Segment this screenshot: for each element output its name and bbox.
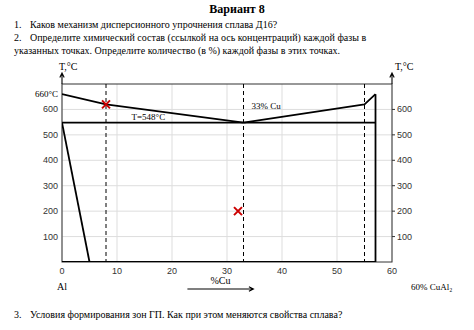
x-tick-label: 60 xyxy=(387,266,397,276)
annotation: 33% Cu xyxy=(252,101,282,111)
y-tick-label: 600 xyxy=(43,104,58,114)
grid-line xyxy=(172,84,173,262)
point-marker xyxy=(102,100,110,108)
x-axis-label: %Cu xyxy=(210,275,230,286)
point-marker xyxy=(234,207,242,215)
plot-area xyxy=(62,84,376,262)
y-axis-label: T,°C xyxy=(59,61,78,72)
y-tick-label: 300 xyxy=(43,181,58,191)
y2-tick-label: 400 xyxy=(397,155,412,165)
y-tick-label: 400 xyxy=(43,155,58,165)
phase-line xyxy=(244,94,376,122)
phase-line xyxy=(62,122,376,124)
y2-tick-label: 100 xyxy=(397,232,412,242)
x-tick-label: 0 xyxy=(59,266,64,276)
y2-axis-arrow xyxy=(390,73,394,84)
grid-line xyxy=(62,236,392,237)
x-tick-label: 40 xyxy=(277,266,287,276)
grid-line xyxy=(62,134,392,135)
grid-line xyxy=(62,185,392,186)
x-tick-label: 20 xyxy=(167,266,177,276)
y2-tick-label: 600 xyxy=(397,104,412,114)
grid-line xyxy=(62,109,392,110)
question-number: 3. xyxy=(14,309,22,320)
grid-line xyxy=(227,84,228,262)
x-tick-label: 10 xyxy=(112,266,122,276)
y2-tick-label: 200 xyxy=(397,206,412,216)
dashed-line xyxy=(243,84,244,262)
y2-tick-label: 300 xyxy=(397,181,412,191)
question-number: 2. xyxy=(14,32,22,43)
dashed-line xyxy=(106,84,107,262)
phase-line xyxy=(375,94,377,262)
x-tick-label: 50 xyxy=(332,266,342,276)
grid-line xyxy=(62,211,392,212)
y-tick-label: 200 xyxy=(43,206,58,216)
y-axis-arrow xyxy=(60,73,64,84)
annotation: 660°C xyxy=(35,89,58,99)
question-text: Каков механизм дисперсионного упрочнения… xyxy=(30,19,278,30)
question-text: указанных точках. Определите количество … xyxy=(14,45,340,57)
phase-line xyxy=(62,261,376,262)
chart: Вариант 8 1. Каков механизм дисперсионного… xyxy=(0,0,474,330)
question-text: Определите химический состав (ссылкой на… xyxy=(30,32,366,44)
grid-line xyxy=(117,84,118,262)
y2-tick-label: 500 xyxy=(397,130,412,140)
question-number: 1. xyxy=(14,19,22,30)
dashed-line xyxy=(364,84,365,262)
phase-line xyxy=(62,123,90,262)
y-tick-label: 500 xyxy=(43,130,58,140)
y2-axis-label: T,°C xyxy=(395,61,414,72)
grid-line xyxy=(282,84,283,262)
title: Вариант 8 xyxy=(209,2,264,16)
x-axis-arrow xyxy=(187,287,253,291)
question-text: Условия формирования зон ГП. Как при это… xyxy=(30,309,343,320)
y-tick-label: 100 xyxy=(43,232,58,242)
x-axis-left-label: Al xyxy=(57,281,67,292)
x-axis-right-label: 60% CuAl₂ xyxy=(411,282,452,292)
plot-frame xyxy=(62,84,392,262)
grid-line xyxy=(62,160,392,161)
annotation: T=548°C xyxy=(132,112,166,122)
phase-line xyxy=(62,94,244,122)
grid-line xyxy=(337,84,338,262)
